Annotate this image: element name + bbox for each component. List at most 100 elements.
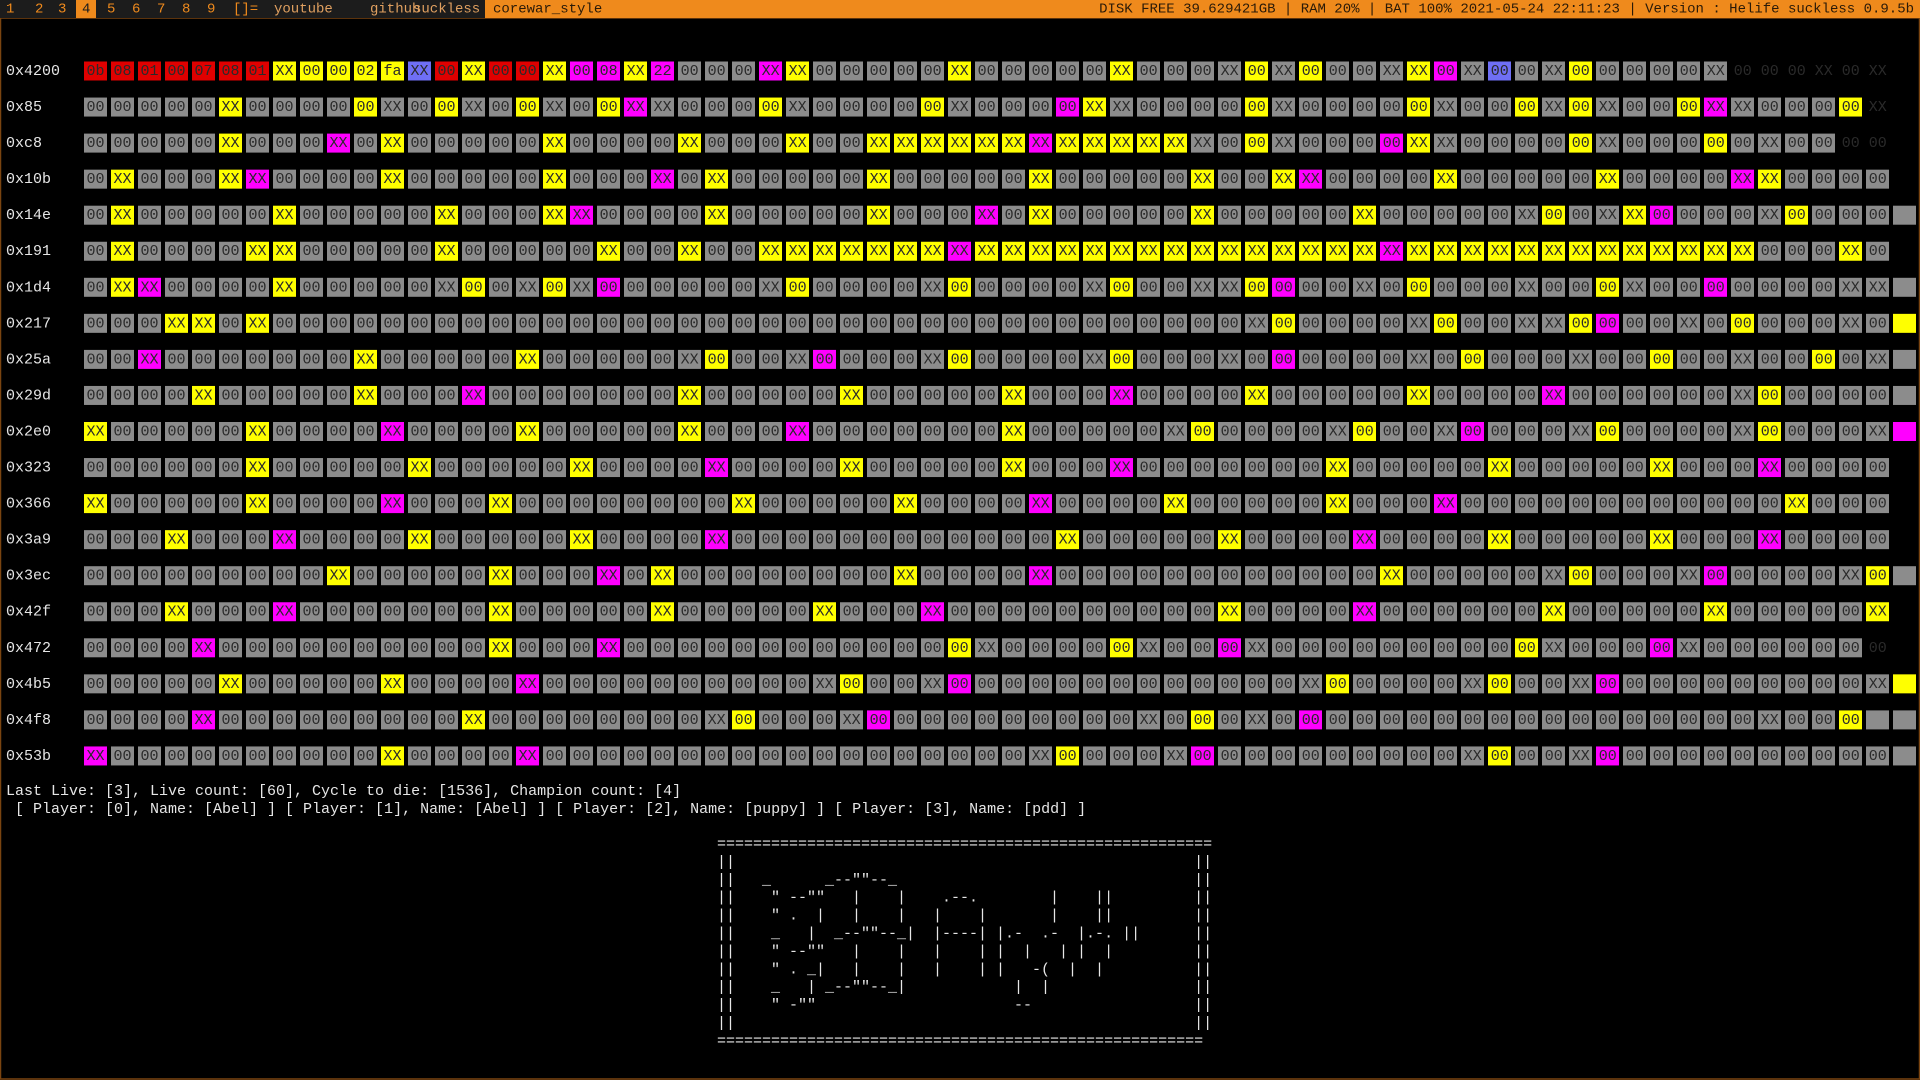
cell-background [111,277,134,297]
tag[interactable]: 8 [182,2,190,18]
cell-background [867,530,890,550]
cell-background [138,458,161,478]
cell-background [516,422,539,441]
cell-background [1407,241,1430,261]
cell-background [1137,458,1160,478]
cell-background [705,674,728,694]
cell-background [435,530,458,550]
tag[interactable]: 7 [157,2,165,18]
cell-background [1812,133,1835,153]
cell-background [219,674,242,694]
cell-background [1326,349,1349,369]
cell-background [246,349,269,369]
cell-background [1056,241,1079,261]
cell-background [1407,494,1430,514]
cell-background [813,530,836,550]
cell-background [1596,638,1619,658]
cell-background [1218,169,1241,189]
cell-background [1299,602,1322,622]
cell-background [1245,566,1268,586]
cell-background [678,205,701,225]
cell-background [1245,674,1268,694]
cell-background [840,385,863,405]
cell-background [840,133,863,153]
cell-background [300,494,323,514]
cell-background [651,241,674,261]
cell-background [678,133,701,153]
cell-background [570,602,593,622]
cell-background [1785,97,1808,117]
tag[interactable]: 1 [6,2,14,18]
cell-background [1785,241,1808,261]
cell-background [84,313,107,333]
link[interactable]: suckless [413,2,480,18]
cell-background [1137,97,1160,117]
cell-background [354,494,377,514]
cell-background [1677,710,1700,730]
link[interactable]: github [370,2,420,18]
cell-background [705,313,728,333]
cell-background [1542,710,1565,730]
cell-background [813,313,836,333]
cell-background [732,674,755,694]
cell-background [1839,602,1862,622]
cell-background [1785,638,1808,658]
cell-background [138,133,161,153]
cell-background [1326,566,1349,586]
cell-background [975,566,998,586]
cell-background [624,349,647,369]
cell-background [1137,385,1160,405]
cell-background [840,638,863,658]
cell-background [165,385,188,405]
cell-background [408,241,431,261]
cell-background [408,494,431,514]
tag[interactable]: 4 [82,2,90,18]
cell-background [1515,97,1538,117]
cell-background [1218,97,1241,117]
address: 0x85 [6,99,42,116]
cell-background [246,277,269,297]
cell-background [624,241,647,261]
cell-background [1245,530,1268,550]
tag[interactable]: 2 [35,2,43,18]
cell-background [759,97,782,117]
cell-background [1164,638,1187,658]
layout-symbol[interactable]: []= [233,2,258,18]
tag[interactable]: 3 [58,2,66,18]
cell-background [840,61,863,81]
cell-background [462,169,485,189]
cell-background [1029,602,1052,622]
cell-background [1083,638,1106,658]
cell-background [813,746,836,766]
cell-background [192,638,215,658]
cell-background [273,169,296,189]
cells: 00 00 00 XX XX 00 XX 00 00 00 00 00 00 0… [87,315,1887,332]
cell-background [1434,205,1457,225]
cell-background [1110,241,1133,261]
cell-background [597,494,620,514]
cell-background [732,566,755,586]
cell-background [1002,458,1025,478]
cell-background [840,458,863,478]
cell-background [1785,422,1808,441]
cell-background [1272,133,1295,153]
cell-background [1812,277,1835,297]
cell-background [516,638,539,658]
cell-background [1650,422,1673,441]
tag[interactable]: 5 [107,2,115,18]
cell-background [516,277,539,297]
cell-background [1380,710,1403,730]
cell-background [246,638,269,658]
tag[interactable]: 9 [207,2,215,18]
tag[interactable]: 6 [132,2,140,18]
cell-background [462,205,485,225]
cell-background [516,349,539,369]
cell-background [1299,133,1322,153]
cell-background [1326,241,1349,261]
cell-background [678,746,701,766]
cell-background [1434,97,1457,117]
link[interactable]: youtube [274,2,333,18]
cell-background [1380,674,1403,694]
cell-background [1569,133,1592,153]
cell-background [1731,638,1754,658]
